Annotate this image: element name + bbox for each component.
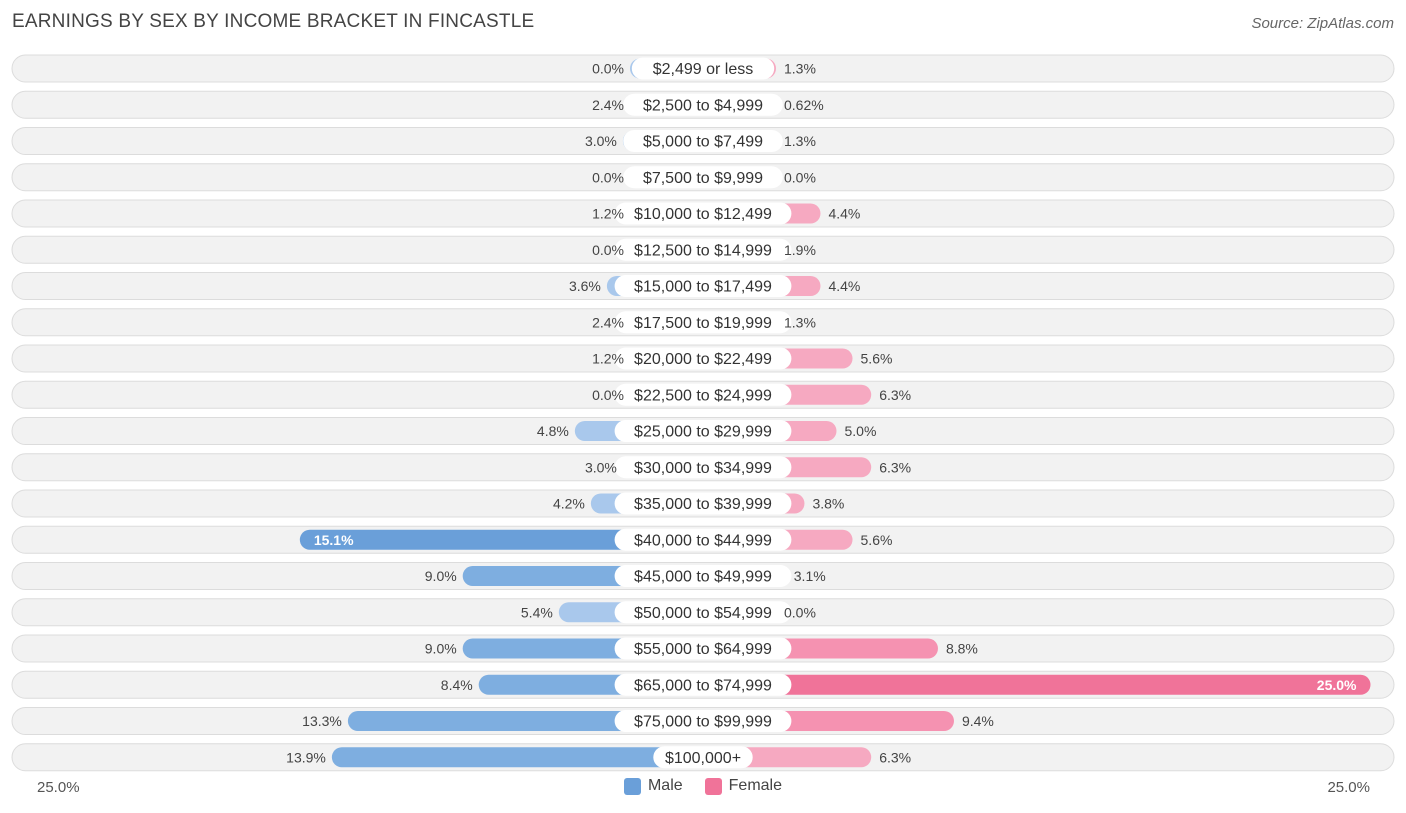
male-value-label: 13.3% [302,713,342,729]
category-label: $20,000 to $22,499 [634,351,772,368]
male-value-label: 15.1% [314,532,354,548]
female-value-label: 0.62% [784,97,824,113]
male-value-label: 3.0% [585,133,617,149]
male-bar [347,711,703,731]
female-value-label: 6.3% [879,387,911,403]
female-value-label: 9.4% [962,713,994,729]
male-value-label: 9.0% [425,641,457,657]
category-pill [623,130,783,152]
female-value-label: 5.6% [861,351,893,367]
category-pill [614,601,792,624]
category-label: $65,000 to $74,999 [634,677,772,694]
source-label: Source: ZipAtlas.com [1251,15,1394,32]
male-value-label: 1.2% [592,206,624,222]
male-value-label: 9.0% [425,568,457,584]
category-label: $30,000 to $34,999 [634,460,772,477]
category-label: $55,000 to $64,999 [634,641,772,658]
category-pill [614,710,792,732]
category-pill [614,347,792,370]
category-pill [623,93,783,116]
category-label: $25,000 to $29,999 [634,424,772,441]
category-pill [614,456,792,479]
female-value-label: 1.3% [784,61,816,77]
category-label: $75,000 to $99,999 [634,714,772,731]
category-pill [614,565,792,587]
category-label: $40,000 to $44,999 [634,532,772,549]
female-value-label: 0.0% [784,604,816,620]
male-value-label: 0.0% [592,387,624,403]
male-value-label: 5.4% [521,604,553,620]
category-label: $10,000 to $12,499 [634,206,772,223]
axis-right-label: 25.0% [1327,779,1370,796]
male-value-label: 2.4% [592,314,624,330]
male-bar [331,747,703,768]
female-value-label: 4.4% [828,278,860,294]
category-label: $50,000 to $54,999 [634,605,772,622]
male-value-label: 0.0% [592,61,624,77]
category-pill [614,528,792,551]
female-value-label: 8.8% [946,641,978,657]
category-label: $7,500 to $9,999 [643,170,763,187]
category-label: $17,500 to $19,999 [634,315,772,332]
category-pill [623,166,783,189]
female-value-label: 1.3% [784,133,816,149]
category-label: $15,000 to $17,499 [634,279,772,296]
male-bar [299,529,703,550]
female-value-label: 0.0% [784,169,816,185]
male-swatch [623,777,641,795]
category-label: $45,000 to $49,999 [634,569,772,586]
female-bar [703,674,1371,695]
female-value-label: 6.3% [879,749,911,765]
axis-left-label: 25.0% [37,779,80,796]
male-value-label: 1.2% [592,351,624,367]
female-value-label: 5.0% [845,423,877,439]
legend-item-male[interactable]: Male [623,777,683,795]
male-value-label: 4.8% [537,423,569,439]
female-value-label: 3.1% [794,568,826,584]
female-value-label: 5.6% [861,532,893,548]
female-value-label: 1.3% [784,314,816,330]
category-label: $2,500 to $4,999 [643,97,763,114]
category-pill [614,383,792,406]
legend-male-label: Male [647,777,683,794]
female-swatch [704,777,722,795]
category-pill [614,238,792,261]
chart-title: EARNINGS BY SEX BY INCOME BRACKET IN FIN… [12,11,535,32]
category-label: $5,000 to $7,499 [643,134,763,151]
category-pill [614,673,792,696]
female-value-label: 3.8% [812,496,844,512]
category-pill [614,202,792,225]
category-label: $22,500 to $24,999 [634,387,772,404]
category-label: $2,499 or less [653,61,754,78]
category-pill [614,492,792,515]
category-pill [631,57,775,80]
female-value-label: 1.9% [784,242,816,258]
category-pill [614,420,792,442]
category-label: $100,000+ [665,750,741,767]
male-value-label: 13.9% [286,749,326,765]
category-label: $12,500 to $14,999 [634,242,772,259]
male-value-label: 0.0% [592,169,624,185]
legend: Male Female [0,777,1406,795]
male-value-label: 8.4% [441,677,473,693]
category-pill [614,311,792,334]
legend-item-female[interactable]: Female [704,777,783,795]
male-value-label: 3.0% [585,459,617,475]
male-value-label: 4.2% [553,496,585,512]
female-value-label: 4.4% [828,206,860,222]
category-pill [614,275,792,297]
category-label: $35,000 to $39,999 [634,496,772,513]
male-value-label: 2.4% [592,97,624,113]
category-pill [653,746,753,769]
male-value-label: 0.0% [592,242,624,258]
male-value-label: 3.6% [569,278,601,294]
legend-female-label: Female [728,777,783,794]
female-value-label: 25.0% [1317,677,1357,693]
female-value-label: 6.3% [879,459,911,475]
category-pill [614,637,792,660]
